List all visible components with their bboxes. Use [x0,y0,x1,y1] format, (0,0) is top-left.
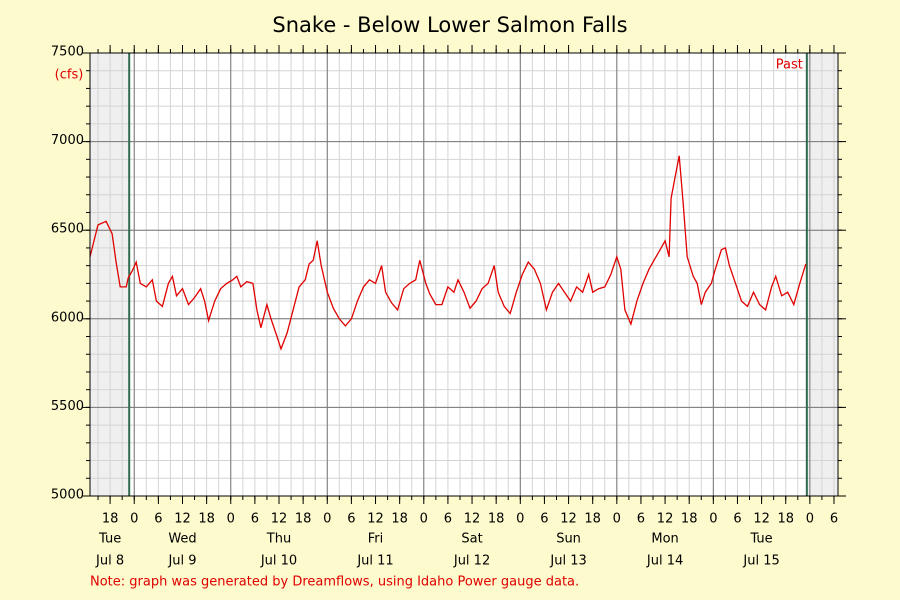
x-tick-label: 12 [464,512,481,527]
x-tick-label: 18 [295,512,312,527]
day-weekday: Tue [749,532,772,547]
day-date: Jul 8 [95,554,124,569]
plot-border [89,52,839,497]
y-tick-label: 5000 [51,488,84,503]
past-label: Past [776,58,803,73]
x-tick-label: 18 [391,512,408,527]
before-shade [90,53,130,496]
y-tick-label: 6500 [51,222,84,237]
y-tick-label: 6000 [51,310,84,325]
x-tick-label: 18 [488,512,505,527]
x-tick-label: 12 [657,512,674,527]
y-tick-label: 5500 [51,399,84,414]
day-weekday: Fri [368,532,384,547]
x-tick-label: 6 [347,512,355,527]
x-tick-label: 0 [420,512,428,527]
x-tick-label: 18 [102,512,119,527]
x-tick-label: 12 [753,512,770,527]
day-weekday: Tue [98,532,121,547]
x-tick-label: 12 [174,512,191,527]
x-tick-label: 6 [637,512,645,527]
day-weekday: Sun [556,532,581,547]
x-tick-label: 0 [227,512,235,527]
x-tick-label: 0 [709,512,717,527]
chart-title: Snake - Below Lower Salmon Falls [272,13,627,37]
day-date: Jul 14 [646,554,683,569]
day-date: Jul 15 [742,554,779,569]
x-tick-label: 18 [681,512,698,527]
x-tick-label: 18 [584,512,601,527]
x-tick-label: 6 [540,512,548,527]
x-tick-label: 6 [733,512,741,527]
x-tick-label: 12 [271,512,288,527]
flow-line [89,155,807,351]
x-tick-label: 0 [806,512,814,527]
x-tick-label: 0 [516,512,524,527]
day-weekday: Sat [461,532,482,547]
y-tick-label: 7000 [51,133,84,148]
day-weekday: Thu [266,532,291,547]
x-tick-label: 18 [198,512,215,527]
x-tick-label: 6 [154,512,162,527]
day-date: Jul 13 [549,554,586,569]
day-date: Jul 11 [356,554,393,569]
y-axis-label: (cfs) [55,68,84,83]
y-tick-label: 7500 [51,45,84,60]
note: Note: graph was generated by Dreamflows,… [90,575,579,590]
x-tick-label: 0 [130,512,138,527]
day-weekday: Wed [168,532,196,547]
day-date: Jul 12 [453,554,490,569]
x-tick-label: 6 [444,512,452,527]
x-tick-label: 12 [367,512,384,527]
x-tick-label: 12 [560,512,577,527]
x-tick-label: 6 [251,512,259,527]
x-tick-label: 6 [830,512,838,527]
after-shade [806,53,838,496]
x-tick-label: 18 [777,512,794,527]
day-date: Jul 9 [167,554,196,569]
x-tick-label: 0 [323,512,331,527]
x-tick-label: 0 [613,512,621,527]
day-date: Jul 10 [260,554,297,569]
day-weekday: Mon [651,532,678,547]
